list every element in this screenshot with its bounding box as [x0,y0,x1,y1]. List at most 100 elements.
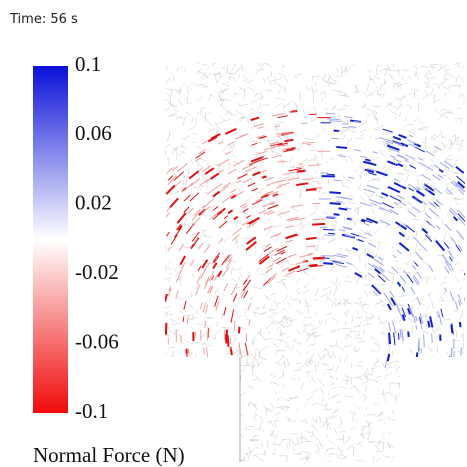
contact-force [197,265,202,272]
contact-force [262,306,266,309]
contact-force [265,89,272,91]
contact-force [312,246,317,253]
contact-force [299,92,302,96]
contact-force [204,408,208,412]
contact-force [251,205,257,208]
contact-force [442,391,448,399]
contact-force [451,309,458,312]
contact-force [345,247,351,255]
contact-force [325,417,328,427]
contact-force [265,267,273,274]
contact-force [215,294,221,301]
contact-force [313,299,318,302]
contact-force [386,303,392,311]
contact-force [340,180,344,188]
contact-force [405,459,412,462]
contact-force [252,224,255,228]
contact-force [364,232,373,237]
contact-force [233,215,239,221]
contact-force [166,114,176,118]
contact-force [365,385,368,392]
contact-force [408,456,415,462]
contact-force [362,329,365,336]
contact-force [170,425,179,427]
contact-force [221,97,224,101]
contact-force [375,439,382,444]
contact-force [250,298,255,303]
colorbar [33,66,68,413]
contact-force [296,166,304,169]
contact-force [383,292,387,297]
contact-force [455,203,460,205]
contact-force [209,452,214,455]
contact-force [269,80,272,85]
contact-force [402,272,412,274]
contact-force [372,106,382,108]
contact-force [393,260,399,263]
contact-force [233,160,240,165]
contact-force [269,308,272,313]
contact-force [448,366,456,369]
contact-force [201,405,207,408]
contact-force [235,383,238,389]
contact-force [165,65,168,71]
contact-force [209,172,220,180]
contact-force [273,128,279,131]
contact-force [342,345,352,348]
contact-force [393,83,402,85]
contact-force [431,460,433,462]
contact-force [218,78,220,82]
contact-force [218,94,222,102]
contact-force [327,118,340,120]
contact-force [402,237,409,241]
contact-force [208,111,213,116]
contact-force [260,357,267,360]
contact-force [181,187,187,192]
contact-force [347,138,350,144]
contact-force [253,378,258,381]
contact-force [411,367,416,371]
contact-force [194,395,203,397]
contact-force [295,278,301,284]
contact-force [259,187,265,192]
contact-force [420,200,428,206]
contact-force [279,438,285,446]
contact-force [378,348,380,353]
contact-force [284,361,286,365]
contact-force [344,299,349,303]
contact-force [174,329,179,332]
contact-force [439,452,443,455]
contact-force [165,433,166,441]
contact-force [287,259,290,265]
contact-force [272,257,281,263]
contact-force [307,140,310,148]
contact-force [414,251,424,261]
contact-force [288,218,298,222]
contact-force [379,152,385,156]
contact-force [373,75,381,80]
contact-force [255,92,261,96]
contact-force [184,443,190,445]
contact-force [186,86,190,95]
contact-force [224,253,233,263]
contact-force [293,447,295,452]
contact-force [165,360,172,362]
contact-force [195,151,206,159]
contact-force [285,239,293,243]
contact-force [353,325,361,328]
contact-force [286,417,290,421]
contact-force [295,260,307,265]
contact-force [228,193,235,198]
contact-force [204,111,206,121]
contact-force [350,376,353,385]
contact-force [366,84,369,92]
contact-force [438,382,446,389]
contact-force [413,62,417,65]
contact-force [304,301,313,307]
contact-force [451,172,460,174]
contact-force [328,391,330,396]
contact-force [278,179,285,183]
contact-force [261,452,266,456]
contact-force [301,141,315,144]
contact-force [355,440,363,446]
